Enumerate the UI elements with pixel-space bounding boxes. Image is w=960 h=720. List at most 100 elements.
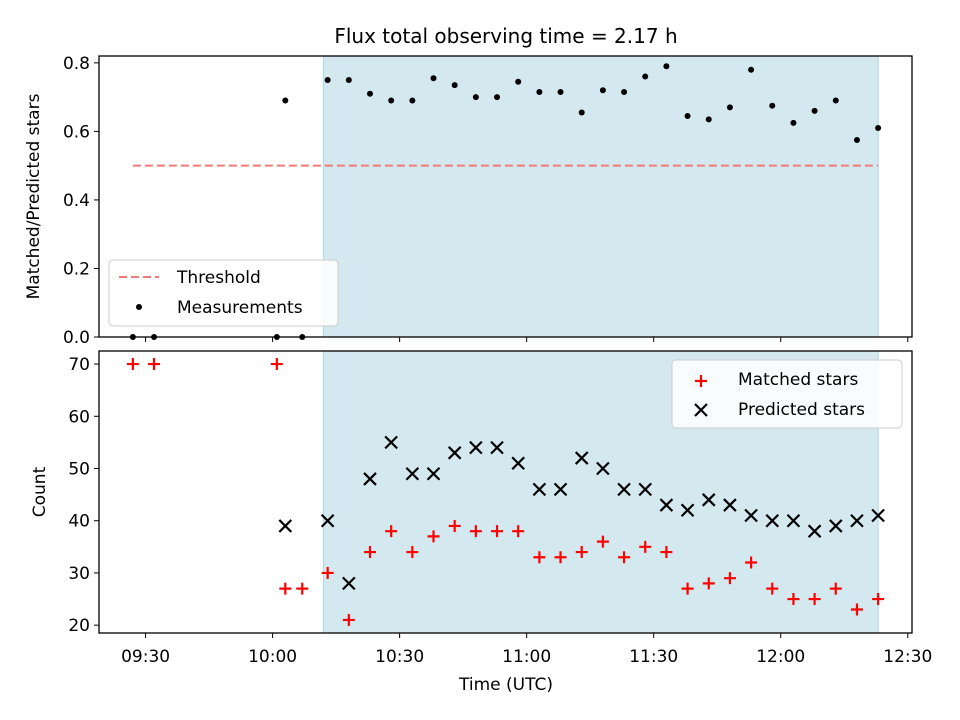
matched-stars-point <box>321 566 334 579</box>
matched-stars-point <box>872 593 885 606</box>
ratio-y-tick-label: 0.8 <box>63 54 90 74</box>
predicted-stars-point <box>659 498 674 512</box>
ratio-y-tick-label: 0.4 <box>63 191 90 211</box>
matched-stars-point <box>596 535 609 548</box>
measurement-point <box>599 87 606 94</box>
matched-stars-point <box>279 582 292 595</box>
legend-matched-label: Matched stars <box>738 370 858 390</box>
predicted-stars-point <box>850 513 864 528</box>
matched-stars-point <box>618 551 631 564</box>
ratio-panel: 0.00.20.40.60.8 Matched/Predicted stars … <box>24 54 913 348</box>
predicted-stars-point <box>701 493 716 507</box>
predicted-stars-point <box>574 451 589 465</box>
measurement-point <box>684 112 691 119</box>
matched-stars-point <box>681 582 694 595</box>
legend-matched-swatch <box>695 375 707 387</box>
matched-stars-point <box>427 530 440 543</box>
matched-stars-point <box>406 546 419 559</box>
matched-stars-point <box>126 358 139 371</box>
count-y-axis-label: Count <box>30 466 50 517</box>
predicted-stars-point <box>278 519 293 533</box>
measurement-point <box>832 97 839 104</box>
count-x-tick-label: 09:30 <box>121 647 170 667</box>
predicted-stars-point <box>405 466 420 481</box>
measurement-point <box>642 73 649 80</box>
count-legend: Matched stars Predicted stars <box>671 359 903 429</box>
predicted-stars-point <box>511 456 525 471</box>
count-y-tick-label: 40 <box>68 512 90 532</box>
matched-stars-point <box>766 582 779 595</box>
measurement-point <box>726 104 733 111</box>
count-x-tick-label: 12:00 <box>756 647 805 667</box>
ratio-legend: Threshold Measurements <box>108 259 339 327</box>
measurement-point <box>536 88 543 95</box>
measurement-point <box>430 75 437 82</box>
matched-stars-point <box>148 358 161 371</box>
measurement-point <box>663 63 670 70</box>
count-y-tick-label: 20 <box>68 616 90 636</box>
measurement-point <box>409 97 416 104</box>
measurement-point <box>515 78 522 85</box>
matched-stars-point <box>491 525 504 538</box>
measurement-point <box>748 66 755 73</box>
legend-measurements-swatch <box>136 304 142 310</box>
count-y-tick-label: 50 <box>68 460 90 480</box>
count-x-tick-label: 11:00 <box>502 647 551 667</box>
ratio-y-axis-label: Matched/Predicted stars <box>24 93 44 299</box>
legend-threshold-label: Threshold <box>176 268 261 288</box>
predicted-stars-point <box>426 466 441 481</box>
predicted-stars-point <box>744 508 758 523</box>
predicted-stars-point <box>871 508 885 523</box>
matched-stars-point <box>364 546 376 559</box>
predicted-stars-point <box>447 446 462 460</box>
predicted-stars-point <box>532 482 547 497</box>
matched-stars-point <box>469 525 482 538</box>
predicted-stars-point <box>490 440 504 455</box>
measurement-point <box>324 76 331 83</box>
predicted-stars-point <box>384 435 398 450</box>
measurement-point <box>769 102 776 109</box>
measurement-point <box>557 88 564 95</box>
measurement-point <box>388 97 395 104</box>
predicted-stars-point <box>342 576 356 591</box>
matched-stars-point <box>808 593 821 606</box>
predicted-stars-point <box>553 482 568 497</box>
matched-stars-point <box>270 358 283 371</box>
count-x-tick-label: 12:30 <box>883 647 932 667</box>
predicted-stars-point <box>765 513 780 528</box>
measurement-point <box>705 116 712 123</box>
predicted-stars-point <box>596 461 610 476</box>
matched-stars-point <box>850 603 863 616</box>
x-axis-label: Time (UTC) <box>458 675 553 695</box>
ratio-y-tick-label: 0.6 <box>63 122 90 142</box>
predicted-stars-point <box>829 519 843 533</box>
count-y-tick-label: 60 <box>68 407 90 427</box>
legend-predicted-swatch <box>694 403 708 417</box>
ratio-shaded-region <box>322 55 879 338</box>
matched-stars-point <box>448 519 461 532</box>
matched-stars-point <box>554 551 567 564</box>
predicted-stars-point <box>638 482 653 497</box>
measurement-point <box>578 109 585 116</box>
matched-stars-point <box>512 525 525 538</box>
predicted-stars-point <box>786 513 801 528</box>
measurement-point <box>853 136 860 143</box>
legend-predicted-label: Predicted stars <box>738 400 865 420</box>
measurement-point <box>790 119 797 126</box>
matched-stars-point <box>660 546 673 559</box>
count-panel: 20 30 40 50 60 70 09:30 10:00 10:30 11:00 11:30 12:… <box>30 350 932 695</box>
matched-stars-point <box>342 613 355 626</box>
matched-stars-point <box>385 525 398 538</box>
ratio-y-tick-label: 0.0 <box>63 328 90 348</box>
matched-stars-point <box>702 577 715 590</box>
measurement-point <box>811 107 818 114</box>
predicted-stars-point <box>807 524 822 538</box>
count-y-tick-label: 30 <box>68 564 90 584</box>
matched-stars-point <box>575 546 588 559</box>
matched-stars-point <box>296 582 309 595</box>
matched-stars-point <box>745 556 758 569</box>
matched-stars-point <box>829 582 842 595</box>
measurement-point <box>451 82 458 89</box>
count-x-tick-label: 11:30 <box>629 647 678 667</box>
